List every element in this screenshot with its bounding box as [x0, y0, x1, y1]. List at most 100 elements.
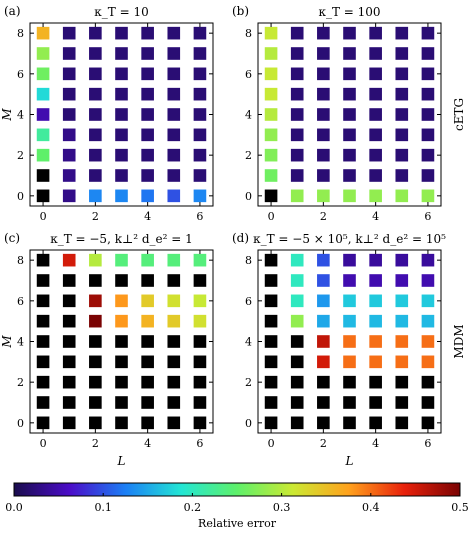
cell-M4-L6 — [193, 335, 207, 348]
colorbar-tick-label: 0.2 — [184, 501, 202, 514]
panel-b: 0 2 4 6 0 2 4 6 8 cETG (b) κ_T = 100 — [232, 4, 466, 223]
cell-M5-L4 — [369, 87, 382, 101]
cell-M4-L6 — [193, 108, 207, 121]
cell-M4-L3 — [115, 335, 128, 348]
cell-M2-L1 — [290, 148, 304, 162]
colorbar-gradient — [13, 482, 461, 497]
cell-M3-L6 — [193, 355, 207, 369]
cell-M6-L4 — [141, 294, 154, 308]
cell-M6-L3 — [115, 67, 128, 81]
cell-M8-L4 — [369, 26, 382, 40]
cell-M3-L0 — [264, 128, 278, 142]
cell-M5-L6 — [193, 87, 207, 101]
cell-M5-L5 — [167, 87, 181, 101]
cell-M3-L0 — [264, 355, 278, 369]
cell-M0-L0 — [36, 189, 50, 203]
cell-M2-L6 — [193, 375, 207, 389]
cell-M6-L5 — [167, 67, 181, 81]
cell-M4-L1 — [62, 335, 76, 348]
cell-M1-L5 — [395, 169, 409, 182]
cell-M7-L1 — [290, 274, 304, 287]
cell-M1-L6 — [193, 396, 207, 409]
cell-M4-L4 — [369, 108, 382, 121]
cell-M0-L4 — [141, 416, 154, 430]
cell-M1-L1 — [62, 169, 76, 182]
cell-M2-L0 — [264, 375, 278, 389]
y-tick-label: 0 — [245, 190, 252, 203]
cell-M8-L4 — [141, 26, 154, 40]
cell-M4-L2 — [89, 335, 102, 348]
cell-M6-L4 — [141, 67, 154, 81]
cell-M2-L3 — [343, 148, 356, 162]
cell-M8-L1 — [290, 26, 304, 40]
x-tick-label: 4 — [144, 210, 151, 223]
y-tick-label: 2 — [245, 149, 252, 162]
cell-M2-L3 — [343, 375, 356, 389]
cell-M1-L0 — [36, 169, 50, 182]
cell-M5-L3 — [343, 314, 356, 328]
cell-M0-L4 — [369, 416, 382, 430]
cell-M7-L4 — [369, 274, 382, 287]
cell-M8-L3 — [115, 253, 128, 267]
cell-M6-L5 — [395, 294, 409, 308]
cell-M2-L4 — [369, 148, 382, 162]
y-tick-label: 8 — [245, 27, 252, 40]
x-tick-label: 4 — [144, 437, 151, 450]
cell-M0-L1 — [290, 416, 304, 430]
cell-M5-L4 — [369, 314, 382, 328]
cell-M5-L6 — [421, 87, 435, 101]
cell-M1-L4 — [141, 396, 154, 409]
cell-M3-L0 — [36, 128, 50, 142]
cell-M5-L0 — [264, 314, 278, 328]
cell-M5-L6 — [193, 314, 207, 328]
cell-M6-L1 — [290, 67, 304, 81]
cell-M6-L5 — [167, 294, 181, 308]
cell-M1-L3 — [343, 169, 356, 182]
y-tick-label: 0 — [245, 417, 252, 430]
cell-M8-L1 — [62, 253, 76, 267]
cell-M7-L6 — [193, 274, 207, 287]
cell-M0-L2 — [89, 416, 102, 430]
colorbar-label: Relative error — [198, 517, 277, 530]
cell-M3-L1 — [290, 355, 304, 369]
cell-M4-L2 — [317, 108, 330, 121]
cell-M7-L0 — [36, 47, 50, 60]
cell-M7-L1 — [62, 274, 76, 287]
cell-M0-L3 — [115, 189, 128, 203]
cell-M8-L4 — [369, 253, 382, 267]
cell-M6-L0 — [36, 294, 50, 308]
cell-M1-L3 — [343, 396, 356, 409]
cell-M8-L0 — [36, 253, 50, 267]
row-label: MDM — [452, 324, 466, 358]
cell-M2-L1 — [290, 375, 304, 389]
cell-M2-L4 — [369, 375, 382, 389]
cell-M5-L3 — [115, 87, 128, 101]
cell-M1-L1 — [62, 396, 76, 409]
panel-label: (b) — [232, 4, 249, 18]
cell-M5-L2 — [317, 87, 330, 101]
cell-M3-L6 — [193, 128, 207, 142]
cell-M5-L6 — [421, 314, 435, 328]
cell-M2-L5 — [395, 375, 409, 389]
y-tick-label: 2 — [17, 149, 24, 162]
cell-M1-L5 — [167, 396, 181, 409]
y-tick-label: 4 — [245, 336, 252, 349]
cell-M6-L2 — [317, 67, 330, 81]
cell-M0-L4 — [369, 189, 382, 203]
cell-M0-L0 — [36, 416, 50, 430]
cell-M4-L3 — [115, 108, 128, 121]
cell-M0-L5 — [395, 189, 409, 203]
cell-M2-L6 — [421, 375, 435, 389]
cell-M3-L3 — [343, 355, 356, 369]
cell-M3-L1 — [62, 128, 76, 142]
cell-M5-L0 — [36, 314, 50, 328]
cell-M1-L4 — [141, 169, 154, 182]
cell-M7-L0 — [264, 47, 278, 60]
panel-title: κ_T = 100 — [318, 5, 380, 19]
cell-M0-L5 — [167, 416, 181, 430]
cell-M6-L1 — [62, 67, 76, 81]
cell-M8-L5 — [395, 253, 409, 267]
cell-M3-L5 — [395, 128, 409, 142]
x-tick-label: 6 — [196, 437, 203, 450]
cell-M1-L0 — [264, 169, 278, 182]
